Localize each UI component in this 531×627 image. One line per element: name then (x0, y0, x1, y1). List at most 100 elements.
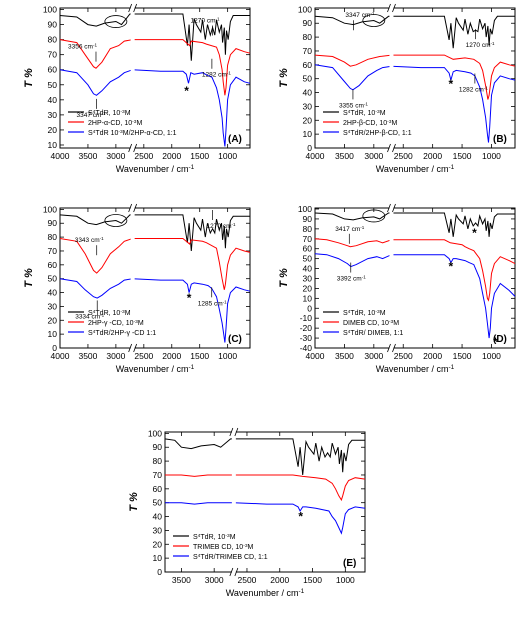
y-tick-label: 30 (153, 525, 163, 535)
highlight-circle (362, 14, 386, 27)
label-superscript: -1 (227, 70, 232, 75)
y-tick-label: -40 (300, 343, 313, 353)
legend-label: DIMEB CD, 10-3M (343, 319, 399, 328)
label-text: TdR/2HP-γ -CD 1:1 (95, 330, 156, 337)
label-superscript: -1 (232, 222, 237, 227)
y-tick-label: 90 (153, 442, 163, 452)
label-text: M (138, 320, 144, 327)
series-line-1 (164, 438, 365, 476)
label-text: M (248, 544, 254, 551)
axis-break-mark (133, 343, 138, 353)
label-text: M (125, 110, 131, 117)
axis-break-mark (392, 343, 396, 353)
y-tick-label: 0 (157, 567, 162, 577)
label-superscript: -3 (120, 109, 125, 115)
label-superscript: -1 (484, 85, 489, 90)
y-tick-label: 20 (153, 539, 163, 549)
legend-label: S4TdR, 10-3M (88, 309, 131, 318)
y-axis-title: T % (23, 68, 35, 88)
asterisk-marker: * (493, 335, 498, 349)
legend-label: S4TdR/ DIMEB, 1:1 (343, 329, 403, 338)
label-text: cm (362, 12, 371, 19)
label-superscript: -3 (134, 319, 139, 325)
series-line-1 (314, 15, 515, 49)
label-text: M (230, 534, 236, 541)
axis-break-mark (128, 343, 133, 353)
y-tick-label: 10 (303, 293, 313, 303)
y-tick-label: 60 (303, 244, 313, 254)
label-text: TdR/TRIMEB CD, 1:1 (200, 554, 267, 561)
label-text: cm (352, 226, 361, 233)
label-text: cm (93, 112, 102, 119)
label-superscript: -1 (100, 312, 105, 317)
label-superscript: -1 (370, 11, 375, 16)
peak-label: 1270 cm-1 (466, 41, 495, 50)
y-tick-label: 10 (48, 140, 58, 150)
panel-letter: (A) (228, 134, 242, 145)
plot-frame (314, 7, 516, 149)
asterisk-marker: * (449, 260, 454, 274)
axis-break-gap (231, 429, 236, 575)
label-text: M (136, 120, 142, 127)
x-tick-label: 2500 (238, 575, 257, 585)
series-line-3 (314, 253, 516, 339)
label-text: cm (91, 313, 100, 320)
label-text: cm (482, 42, 491, 49)
asterisk-marker: * (449, 77, 454, 91)
label-text: 3334 (75, 313, 91, 320)
label-text: M (125, 310, 131, 317)
label-superscript: -1 (491, 41, 496, 46)
x-tick-label: 1000 (218, 151, 237, 161)
label-text: 2HP-α-CD, (88, 120, 124, 127)
label-text: cm (207, 18, 216, 25)
y-tick-label: 30 (303, 101, 313, 111)
label-text: TdR, (200, 534, 217, 541)
x-tick-label: 2500 (394, 351, 413, 361)
y-tick-label: 30 (303, 273, 313, 283)
series-line-3 (59, 69, 251, 147)
x-tick-label: 1000 (482, 151, 501, 161)
label-text: S (88, 110, 93, 117)
label-text: 10 (379, 120, 387, 127)
label-text: cm (218, 72, 227, 79)
y-tick-label: 100 (298, 204, 312, 214)
x-tick-label: 2000 (162, 151, 181, 161)
plot-frame (59, 7, 251, 149)
label-text: 3347 (76, 112, 92, 119)
y-axis-title: T % (278, 68, 290, 88)
x-tick-label: 1500 (453, 151, 472, 161)
legend-label: S4TdR 10-3M/2HP-α-CD, 1:1 (88, 129, 177, 138)
y-axis-title: T % (278, 268, 290, 288)
x-tick-label: 2500 (134, 351, 153, 361)
y-tick-label: 40 (303, 264, 313, 274)
peak-label: 3347 cm-1 (345, 11, 374, 20)
legend-label: S4TdR, 10-3M (193, 533, 236, 542)
label-text: 10 (368, 310, 376, 317)
peak-label: 1282 cm-1 (459, 85, 488, 94)
label-text: cm (84, 44, 93, 51)
legend-label: TRIMEB CD, 10-3M (193, 543, 254, 552)
x-axis-title: Wavenumber / cm-1 (116, 164, 195, 175)
label-text: 1270 (466, 42, 482, 49)
label-text: S (343, 330, 348, 337)
legend-label: S4TdR/2HP-γ -CD 1:1 (88, 329, 156, 338)
label-text: cm (355, 102, 364, 109)
y-tick-label: 60 (48, 260, 58, 270)
label-superscript: -1 (100, 236, 105, 241)
label-text: S (88, 330, 93, 337)
label-text: 1282 (459, 86, 475, 93)
panel-a: 4000 3500 3000 2500 2000 1500 1000 10 20 30 40 50 60… (23, 3, 251, 175)
y-tick-label: 40 (303, 88, 313, 98)
label-text: 10 (113, 310, 121, 317)
label-superscript: -3 (375, 309, 380, 315)
series-line-1 (314, 212, 515, 237)
label-text: 2HP-γ -CD, (88, 320, 126, 327)
x-tick-label: 3500 (78, 151, 97, 161)
x-axis-title-sup: -1 (188, 164, 194, 171)
peak-label: 3347 cm-1 (76, 110, 105, 119)
y-tick-label: 100 (148, 428, 162, 438)
y-tick-label: 40 (48, 288, 58, 298)
series-line-3 (59, 278, 251, 343)
y-tick-label: 50 (48, 274, 58, 284)
label-text: 10 (113, 110, 121, 117)
